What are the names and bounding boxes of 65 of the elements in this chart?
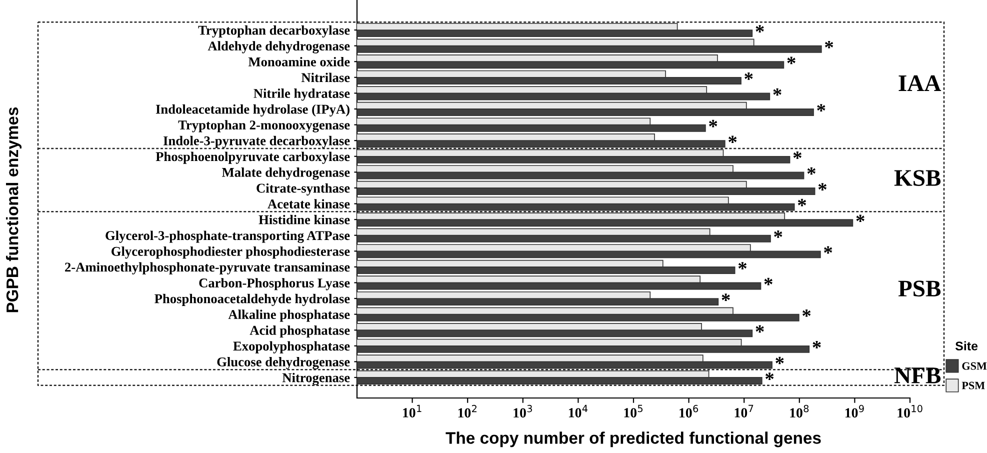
y-tick-label: Malate dehydrogenase bbox=[222, 168, 350, 180]
x-tick-label: 10$^{4}$ bbox=[568, 404, 588, 418]
y-tick-label: Phosphonoacetaldehyde hydrolase bbox=[154, 294, 350, 306]
y-tick-label: Nitrogenase bbox=[282, 372, 350, 386]
y-tick-label: Indoleacetamide hydrolase (IPyA) bbox=[156, 104, 350, 116]
data-label: * bbox=[756, 25, 764, 33]
data-label: * bbox=[802, 309, 811, 317]
y-tick-label: Monoamine oxide bbox=[248, 56, 350, 66]
legend-title: Site bbox=[955, 341, 978, 350]
y-tick-label: Acetate kinase bbox=[268, 199, 350, 208]
data-label: * bbox=[773, 88, 782, 96]
y-tick-label: Citrate-synthase bbox=[256, 183, 350, 196]
y-tick-label: Nitrile hydratase bbox=[254, 88, 350, 101]
y-tick-label: Aldehyde dehydrogenase bbox=[208, 41, 350, 54]
legend-label: PSM bbox=[962, 382, 985, 390]
data-label: * bbox=[812, 341, 821, 348]
data-label: * bbox=[744, 72, 753, 80]
y-tick-label: Glycerol-3-phosphate-transporting ATPase bbox=[106, 230, 350, 243]
annotation: IAA bbox=[898, 75, 942, 91]
y-tick-label: 2-Aminoethylphosphonate-pyruvate transaminase bbox=[65, 262, 350, 274]
data-label: * bbox=[766, 372, 774, 380]
annotation: NFB bbox=[894, 368, 941, 384]
data-label: * bbox=[787, 56, 796, 64]
x-tick-label: 10$^{2}$ bbox=[458, 404, 476, 418]
data-label: * bbox=[709, 120, 718, 128]
x-tick-label: 10$^{8}$ bbox=[790, 404, 809, 418]
data-label: * bbox=[722, 294, 730, 301]
y-tick-label: Tryptophan 2-monooxygenase bbox=[178, 120, 350, 132]
data-label: * bbox=[793, 152, 802, 159]
data-label: * bbox=[824, 246, 832, 254]
x-tick-label: 10$^{5}$ bbox=[624, 404, 643, 418]
x-axis-title: The copy number of predicted functional genes bbox=[446, 432, 821, 448]
y-tick-label: Tryptophan decarboxylase bbox=[198, 25, 350, 38]
data-label: * bbox=[817, 104, 826, 112]
data-label: * bbox=[756, 325, 764, 333]
y-tick-label: Glucose dehydrogenase bbox=[217, 357, 350, 370]
y-tick-label: Acid phosphatase bbox=[250, 325, 350, 338]
y-tick-label: Nitrilase bbox=[301, 72, 350, 82]
y-axis-title: PGPB functional enzymes bbox=[6, 107, 22, 312]
y-tick-label: Exopolyphosphatase bbox=[233, 341, 350, 354]
data-label: * bbox=[856, 214, 864, 222]
x-tick-label: 10$^{3}$ bbox=[514, 404, 532, 418]
annotation: PSB bbox=[898, 280, 941, 297]
data-label: * bbox=[764, 278, 772, 286]
x-tick-label: 10$^{1}$ bbox=[403, 404, 422, 418]
y-tick-label: Indole-3-pyruvate decarboxylase bbox=[163, 136, 350, 148]
data-label: * bbox=[776, 356, 784, 364]
x-tick-label: 10$^{6}$ bbox=[680, 404, 698, 418]
data-label: * bbox=[774, 230, 782, 238]
data-label: * bbox=[818, 183, 827, 190]
annotation: KSB bbox=[894, 170, 941, 186]
y-tick-label: Alkaline phosphatase bbox=[228, 310, 350, 322]
y-tick-label: Carbon-Phosphorus Lyase bbox=[199, 278, 350, 290]
x-tick-label: 10$^{9}$ bbox=[845, 404, 864, 418]
data-label: * bbox=[738, 262, 747, 270]
data-label: * bbox=[807, 167, 816, 175]
x-tick-label: 10$^{10}$ bbox=[898, 404, 922, 418]
y-tick-label: Phosphoenolpyruvate carboxylase bbox=[156, 152, 350, 164]
data-label: * bbox=[728, 136, 737, 144]
data-label: * bbox=[798, 198, 806, 206]
y-tick-label: Histidine kinase bbox=[258, 214, 350, 224]
y-tick-label: Glycerophosphodiester phosphodiesterase bbox=[112, 246, 350, 259]
data-label: * bbox=[824, 40, 834, 48]
legend-label: GSM bbox=[962, 362, 987, 370]
x-tick-label: 10$^{7}$ bbox=[734, 404, 754, 418]
